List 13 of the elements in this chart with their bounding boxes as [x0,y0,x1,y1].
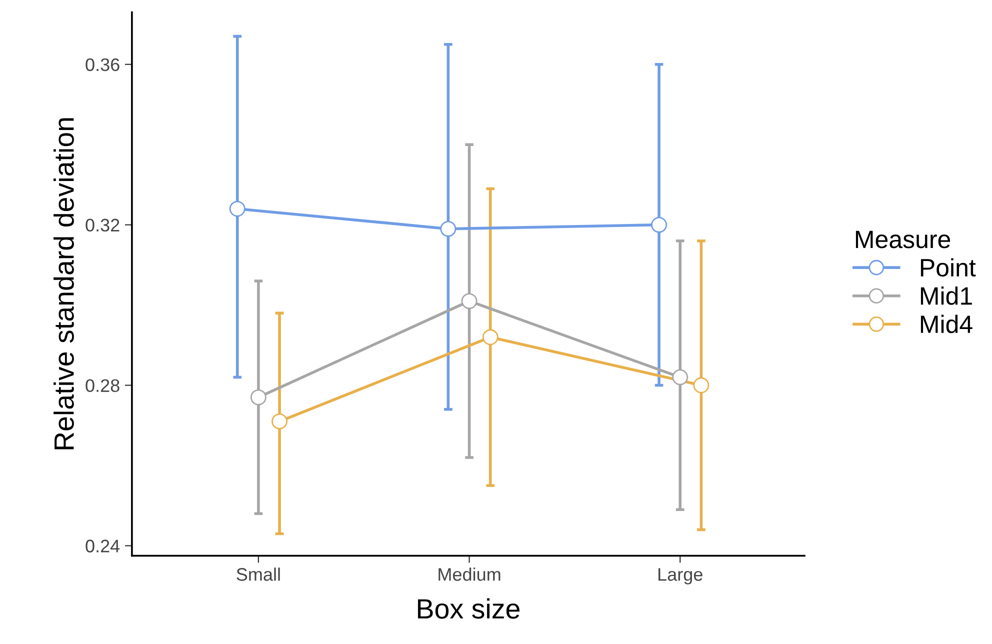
legend-label: Mid1 [920,286,972,305]
x-tick-label: Small [236,568,280,581]
y-tick-label: 0.32 [86,218,120,232]
x-tick-label: Medium [438,568,500,581]
y-tick-label: 0.28 [86,379,120,392]
legend-label: Mid4 [920,314,972,334]
x-tick-label: Large [658,568,702,584]
legend-label: Point [920,258,976,277]
y-axis-title: Relative standard deviation [54,118,74,450]
x-axis-title: Box size [418,598,520,619]
legend-title: Measure [856,230,950,248]
y-tick-label: 0.24 [86,540,120,552]
y-tick-label: 0.36 [86,58,120,72]
